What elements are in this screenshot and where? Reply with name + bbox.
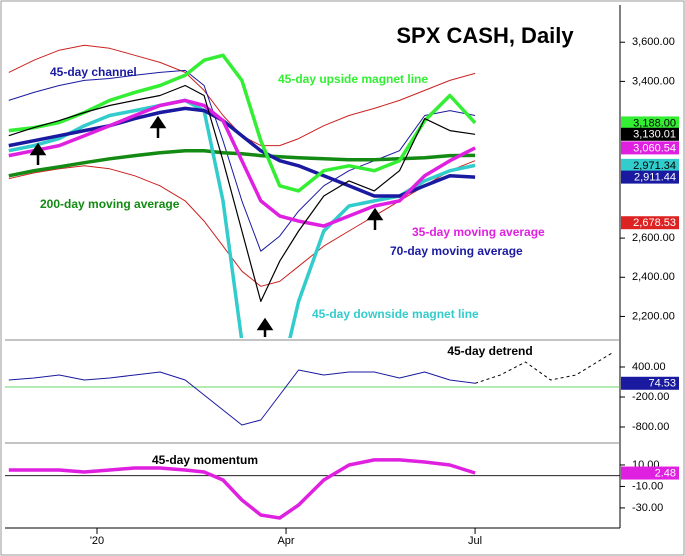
- series-label: 45-day downside magnet line: [312, 307, 479, 321]
- value-box: [621, 216, 679, 230]
- arrows: [29, 115, 384, 337]
- series-line: [8, 369, 476, 426]
- value-box: [621, 376, 679, 390]
- value-box-label: 2.48: [655, 467, 676, 479]
- value-box-label: 2,911.44: [634, 172, 676, 184]
- value-box-label: 2,678.53: [633, 217, 676, 229]
- y-tick-label: 3,400.00: [632, 75, 675, 87]
- overlay: SPX CASH, Daily 3,600.00 3,400.00 2,600.00 2…: [29, 23, 679, 547]
- series-line: [8, 458, 476, 520]
- value-box: [621, 127, 679, 141]
- value-box-label: 74.53: [648, 378, 676, 390]
- momentum-panel: [5, 458, 620, 520]
- value-box: [621, 158, 679, 172]
- series-line: [8, 84, 476, 302]
- y-tick-label: 400.00: [632, 361, 666, 373]
- panel-title: SPX CASH, Daily: [396, 23, 574, 48]
- series-label: 70-day moving average: [390, 244, 523, 258]
- y-tick-label: -200.00: [632, 391, 669, 403]
- panel-title: 45-day momentum: [152, 453, 258, 467]
- series-label: 200-day moving average: [40, 197, 180, 211]
- series-line: [8, 98, 476, 228]
- value-box-label: 3,060.54: [633, 142, 676, 154]
- value-box-label: 2,971.34: [633, 160, 676, 172]
- value-box: [621, 116, 679, 130]
- series-line: [8, 69, 476, 252]
- value-box: [621, 466, 679, 480]
- y-tick-label: 2,600.00: [632, 232, 675, 244]
- y-tick-label: -10.00: [632, 480, 663, 492]
- series-line: [8, 160, 476, 287]
- series-line: [8, 53, 477, 193]
- value-box-label: 3,130.01: [633, 129, 676, 141]
- detrend-panel: [5, 351, 620, 426]
- price-panel: [8, 44, 477, 338]
- value-box: [621, 141, 679, 155]
- x-tick-label: Jul: [468, 535, 482, 547]
- y-tick-label: -800.00: [632, 421, 669, 433]
- panel-title: 45-day detrend: [447, 344, 532, 358]
- series-line: [8, 148, 476, 178]
- y-tick-label: 3,600.00: [632, 36, 675, 48]
- y-tick-label: -30.00: [632, 502, 663, 514]
- value-box-label: 3,188.00: [633, 117, 676, 129]
- value-box: [621, 170, 679, 184]
- x-tick-label: Apr: [277, 535, 294, 547]
- y-tick-label: 2,400.00: [632, 271, 675, 283]
- series-line: [8, 106, 476, 198]
- y-tick-label: 2,200.00: [632, 310, 675, 322]
- x-tick-label: '20: [90, 535, 104, 547]
- series-label: 35-day moving average: [412, 225, 545, 239]
- series-label: 45-day upside magnet line: [278, 72, 428, 86]
- series-label: 45-day channel: [50, 65, 137, 79]
